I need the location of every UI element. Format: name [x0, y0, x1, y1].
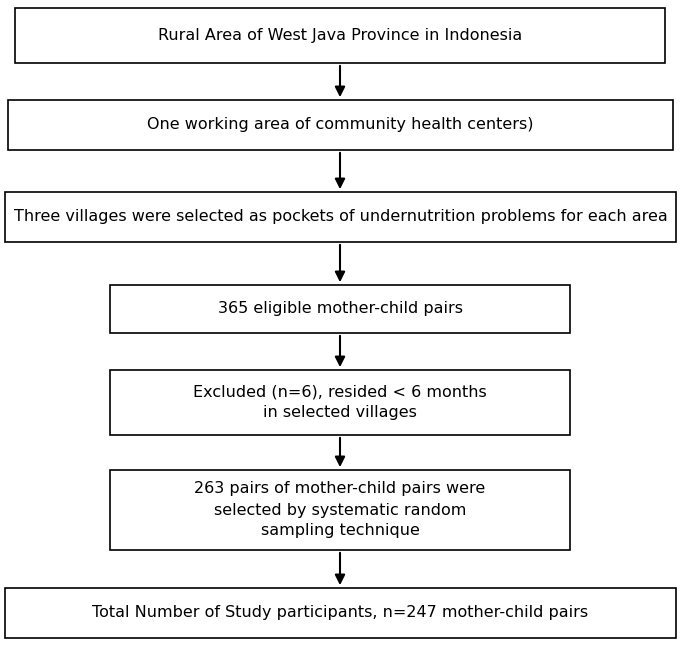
Text: 263 pairs of mother-child pairs were
selected by systematic random
sampling tech: 263 pairs of mother-child pairs were sel… [194, 482, 486, 539]
Text: Three villages were selected as pockets of undernutrition problems for each area: Three villages were selected as pockets … [14, 209, 667, 224]
Bar [15, 8, 665, 63]
Bar [5, 588, 676, 638]
Text: Excluded (n=6), resided < 6 months
in selected villages: Excluded (n=6), resided < 6 months in se… [193, 385, 487, 420]
Text: 365 eligible mother-child pairs: 365 eligible mother-child pairs [217, 302, 462, 317]
Bar [5, 192, 676, 242]
Bar [8, 100, 673, 150]
Text: Rural Area of West Java Province in Indonesia: Rural Area of West Java Province in Indo… [158, 28, 522, 43]
Bar [110, 470, 570, 550]
Bar [110, 285, 570, 333]
Text: Total Number of Study participants, n=247 mother-child pairs: Total Number of Study participants, n=24… [93, 605, 588, 620]
Text: One working area of community health centers): One working area of community health cen… [147, 117, 534, 133]
Bar [110, 370, 570, 435]
